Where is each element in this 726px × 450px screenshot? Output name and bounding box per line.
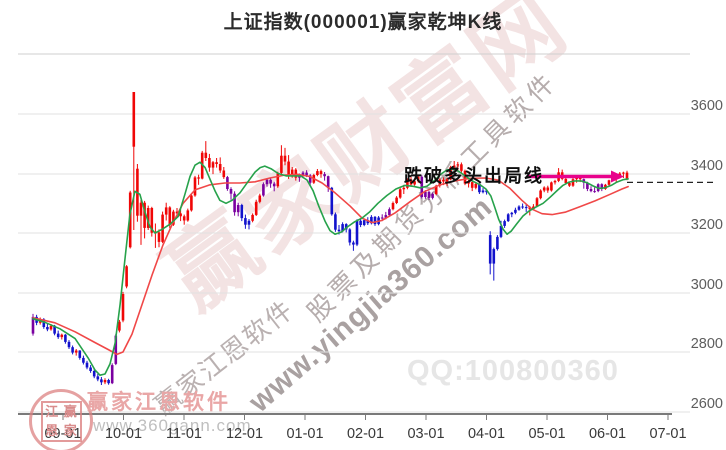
brand-name-label: 赢家江恩软件	[87, 391, 231, 414]
svg-text:2600: 2600	[691, 396, 723, 412]
seal-char: 赢	[63, 404, 77, 420]
svg-text:2800: 2800	[691, 336, 723, 352]
svg-text:3000: 3000	[691, 277, 723, 293]
seal-char: 家	[63, 422, 77, 438]
svg-text:3200: 3200	[691, 217, 723, 233]
svg-text:3600: 3600	[691, 98, 723, 114]
seal-characters: 江 赢 恩 家	[40, 400, 82, 442]
svg-text:06-01: 06-01	[589, 426, 626, 442]
svg-text:10-01: 10-01	[105, 426, 142, 442]
svg-text:03-01: 03-01	[407, 426, 444, 442]
chart-title: 上证指数(000001)赢家乾坤K线	[223, 12, 503, 33]
seal-char: 恩	[45, 422, 59, 438]
svg-text:12-01: 12-01	[226, 426, 263, 442]
svg-text:07-01: 07-01	[649, 426, 686, 442]
svg-text:3400: 3400	[691, 158, 723, 174]
svg-text:02-01: 02-01	[347, 426, 384, 442]
seal-char: 江	[45, 404, 59, 420]
svg-text:05-01: 05-01	[528, 426, 565, 442]
watermark-brand-url: www.360gann.com	[93, 416, 252, 435]
gann-seal-logo: 江 赢 恩 家	[29, 389, 93, 450]
svg-text:01-01: 01-01	[286, 426, 323, 442]
svg-text:11-01: 11-01	[166, 426, 202, 442]
svg-text:04-01: 04-01	[468, 426, 505, 442]
annotation-exit-line-label: 跌破多头出局线	[404, 166, 544, 186]
